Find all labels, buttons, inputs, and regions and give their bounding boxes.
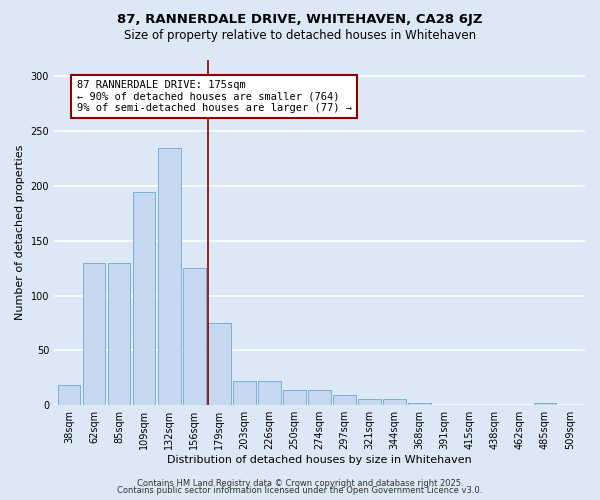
Bar [183,268,206,405]
Bar [258,381,281,405]
Bar [233,381,256,405]
Bar [158,148,181,405]
Bar [133,192,155,405]
Text: Contains public sector information licensed under the Open Government Licence v3: Contains public sector information licen… [118,486,482,495]
Text: Contains HM Land Registry data © Crown copyright and database right 2025.: Contains HM Land Registry data © Crown c… [137,478,463,488]
Bar [108,262,130,405]
Text: 87, RANNERDALE DRIVE, WHITEHAVEN, CA28 6JZ: 87, RANNERDALE DRIVE, WHITEHAVEN, CA28 6… [117,12,483,26]
Bar [83,262,106,405]
X-axis label: Distribution of detached houses by size in Whitehaven: Distribution of detached houses by size … [167,455,472,465]
Bar [283,390,306,405]
Text: Size of property relative to detached houses in Whitehaven: Size of property relative to detached ho… [124,29,476,42]
Bar [383,398,406,405]
Bar [533,403,556,405]
Y-axis label: Number of detached properties: Number of detached properties [15,145,25,320]
Bar [58,386,80,405]
Bar [308,390,331,405]
Bar [208,323,230,405]
Bar [409,403,431,405]
Bar [333,396,356,405]
Bar [358,398,381,405]
Text: 87 RANNERDALE DRIVE: 175sqm
← 90% of detached houses are smaller (764)
9% of sem: 87 RANNERDALE DRIVE: 175sqm ← 90% of det… [77,80,352,113]
